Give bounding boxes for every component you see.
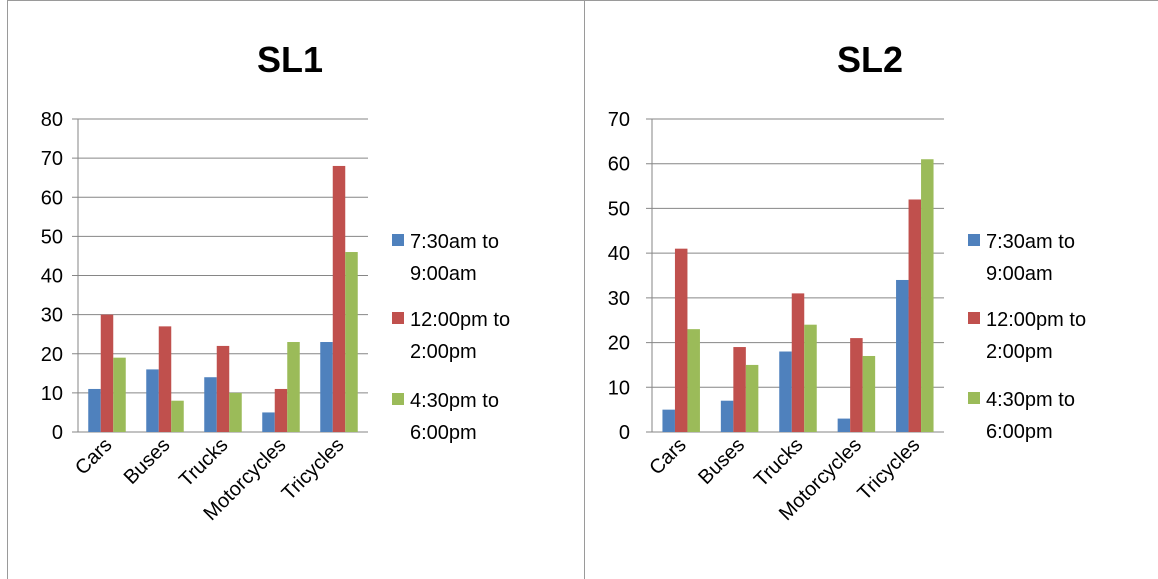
bar-motorcycles-series-1 bbox=[850, 338, 863, 432]
y-tick-label: 40 bbox=[608, 243, 630, 265]
y-tick-label: 50 bbox=[608, 198, 630, 220]
legend-swatch bbox=[968, 392, 980, 404]
y-tick-label: 10 bbox=[41, 383, 63, 405]
bar-buses-series-2 bbox=[171, 400, 184, 432]
bar-motorcycles-series-2 bbox=[287, 342, 300, 432]
chart-frame-sl1 bbox=[7, 0, 584, 579]
y-tick-label: 30 bbox=[41, 305, 63, 327]
bar-motorcycles-series-0 bbox=[262, 412, 275, 432]
legend-label: 9:00am bbox=[410, 263, 477, 285]
bar-trucks-series-2 bbox=[229, 392, 242, 432]
legend-label: 2:00pm bbox=[986, 341, 1053, 363]
bar-cars-series-0 bbox=[662, 409, 675, 432]
legend-label: 4:30pm to bbox=[410, 390, 499, 412]
x-tick-label: Trucks bbox=[750, 434, 807, 491]
y-tick-label: 60 bbox=[608, 154, 630, 176]
legend-swatch bbox=[392, 312, 404, 324]
bar-tricycles-series-2 bbox=[345, 252, 358, 432]
legend-swatch bbox=[968, 312, 980, 324]
bar-buses-series-1 bbox=[158, 326, 172, 432]
bar-tricycles-series-0 bbox=[896, 279, 909, 432]
x-tick-label: Cars bbox=[71, 434, 116, 479]
x-tick-label: Tricycles bbox=[278, 434, 349, 505]
legend-label: 6:00pm bbox=[986, 421, 1053, 443]
bar-trucks-series-1 bbox=[791, 293, 805, 432]
bar-trucks-series-0 bbox=[779, 351, 792, 432]
legend-label: 12:00pm to bbox=[410, 309, 510, 331]
bar-cars-series-2 bbox=[687, 329, 700, 432]
bar-buses-series-0 bbox=[146, 369, 159, 432]
y-tick-label: 70 bbox=[41, 148, 63, 170]
y-tick-label: 20 bbox=[41, 344, 63, 366]
x-tick-label: Trucks bbox=[175, 434, 232, 491]
bar-tricycles-series-1 bbox=[332, 165, 346, 432]
legend-label: 6:00pm bbox=[410, 422, 477, 444]
chart-frame-sl2 bbox=[584, 0, 1158, 579]
y-tick-label: 80 bbox=[41, 109, 63, 131]
bar-trucks-series-1 bbox=[216, 345, 230, 432]
legend-label: 2:00pm bbox=[410, 341, 477, 363]
y-tick-label: 50 bbox=[41, 226, 63, 248]
x-tick-label: Tricycles bbox=[854, 434, 925, 505]
bar-cars-series-0 bbox=[88, 388, 101, 432]
bar-cars-series-1 bbox=[100, 314, 114, 432]
bar-buses-series-1 bbox=[733, 347, 746, 432]
legend-label: 9:00am bbox=[986, 263, 1053, 285]
y-tick-label: 70 bbox=[608, 109, 630, 131]
x-tick-label: Buses bbox=[120, 434, 175, 489]
x-tick-label: Cars bbox=[645, 434, 690, 479]
bar-tricycles-series-2 bbox=[921, 159, 934, 432]
bar-motorcycles-series-0 bbox=[837, 418, 851, 432]
bar-buses-series-0 bbox=[720, 400, 734, 432]
chart-title: SL1 bbox=[257, 39, 323, 80]
bar-trucks-series-0 bbox=[204, 377, 217, 432]
bar-buses-series-2 bbox=[745, 364, 759, 432]
bar-cars-series-2 bbox=[113, 357, 126, 432]
y-tick-label: 40 bbox=[41, 266, 63, 288]
bar-motorcycles-series-1 bbox=[274, 388, 288, 432]
legend-label: 7:30am to bbox=[410, 231, 499, 253]
legend-label: 12:00pm to bbox=[986, 309, 1086, 331]
chart-title: SL2 bbox=[837, 39, 903, 80]
y-tick-label: 60 bbox=[41, 187, 63, 209]
legend-swatch bbox=[392, 234, 404, 246]
legend-swatch bbox=[392, 393, 404, 405]
legend-swatch bbox=[968, 234, 980, 246]
y-tick-label: 0 bbox=[619, 422, 630, 444]
y-tick-label: 20 bbox=[608, 333, 630, 355]
y-tick-label: 0 bbox=[52, 422, 63, 444]
bar-cars-series-1 bbox=[674, 248, 688, 432]
x-tick-label: Buses bbox=[694, 434, 749, 489]
bar-trucks-series-2 bbox=[804, 324, 817, 432]
bar-motorcycles-series-2 bbox=[862, 355, 876, 432]
bar-tricycles-series-1 bbox=[908, 199, 922, 432]
y-tick-label: 30 bbox=[608, 288, 630, 310]
bar-tricycles-series-0 bbox=[320, 342, 333, 432]
legend-label: 4:30pm to bbox=[986, 389, 1075, 411]
y-tick-label: 10 bbox=[608, 377, 630, 399]
legend-label: 7:30am to bbox=[986, 231, 1075, 253]
